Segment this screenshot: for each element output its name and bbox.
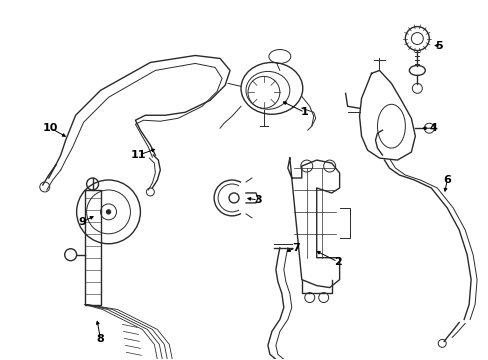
Text: 5: 5 <box>434 41 442 50</box>
Text: 1: 1 <box>300 107 308 117</box>
Text: 2: 2 <box>333 257 341 267</box>
Circle shape <box>106 210 110 214</box>
Text: 8: 8 <box>97 334 104 345</box>
Text: 9: 9 <box>79 217 86 227</box>
Text: 7: 7 <box>291 243 299 253</box>
Text: 10: 10 <box>43 123 59 133</box>
Text: 3: 3 <box>254 195 261 205</box>
Text: 11: 11 <box>130 150 146 160</box>
Text: 4: 4 <box>428 123 436 133</box>
Text: 6: 6 <box>442 175 450 185</box>
